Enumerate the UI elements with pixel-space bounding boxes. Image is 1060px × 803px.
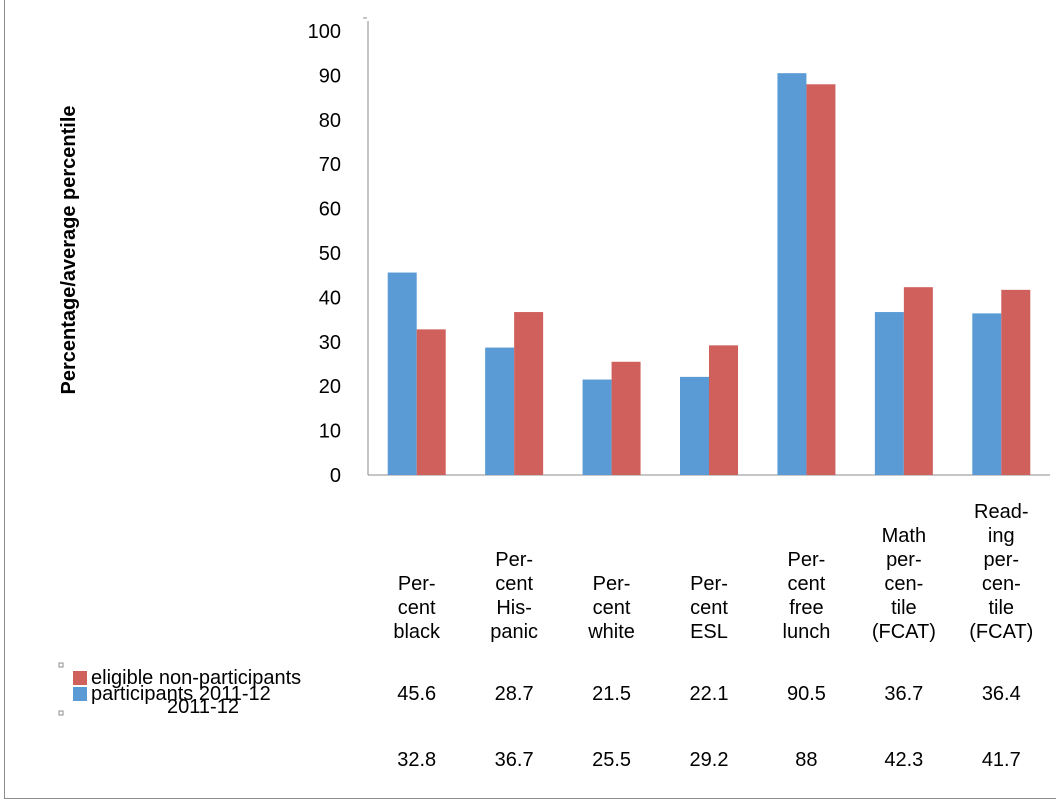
bar xyxy=(582,379,612,475)
y-tick-label: 10 xyxy=(319,421,341,443)
category-label-line: Per- xyxy=(593,573,631,595)
bar xyxy=(709,345,738,475)
y-tick-label: 30 xyxy=(319,332,341,354)
category-label-line: Per- xyxy=(788,549,826,571)
category-label-line: panic xyxy=(490,621,538,643)
category-label: Per-cent white xyxy=(587,573,635,643)
chart-frame xyxy=(4,0,1056,799)
category-label-line: Per- xyxy=(398,573,436,595)
category-label: Per-cent black xyxy=(393,573,441,643)
table-value: 25.5 xyxy=(592,749,631,771)
legend-label: participants 2011-12 xyxy=(91,683,271,705)
legend-label-line: eligible non-participants xyxy=(91,667,301,689)
category-label-line: His- xyxy=(496,597,532,619)
y-tick-label: 70 xyxy=(319,154,341,176)
table-value: 22.1 xyxy=(690,683,729,705)
category-label-line: white xyxy=(587,621,635,643)
category-label-line: (FCAT) xyxy=(872,621,936,643)
y-tick-label: 20 xyxy=(319,376,341,398)
bar xyxy=(972,313,1002,475)
table-marker xyxy=(58,662,64,668)
bar xyxy=(874,312,904,475)
category-label-line: black xyxy=(393,621,441,643)
bar xyxy=(514,312,544,475)
category-label-line: per- xyxy=(886,549,922,571)
y-tick-label: 100 xyxy=(308,21,341,43)
category-label-line: cen- xyxy=(982,573,1021,595)
category-label-line: Math xyxy=(882,525,926,547)
table-value: 28.7 xyxy=(495,683,534,705)
category-label-line: lunch xyxy=(783,621,831,643)
category-label: Per-cent ESL xyxy=(690,573,728,643)
table-value: 36.7 xyxy=(884,683,923,705)
table-marker xyxy=(58,710,64,716)
category-label-line: cent xyxy=(495,573,533,595)
bar xyxy=(416,329,446,475)
legend-label-line: participants 2011-12 xyxy=(91,683,271,705)
y-tick-label: 40 xyxy=(319,287,341,309)
table-value: 41.7 xyxy=(982,749,1021,771)
category-label-line: Read- xyxy=(974,501,1028,523)
table-value: 36.7 xyxy=(495,749,534,771)
table-value: 90.5 xyxy=(787,683,826,705)
category-label-line: cen- xyxy=(884,573,923,595)
table-value: 21.5 xyxy=(592,683,631,705)
bar xyxy=(1001,289,1031,475)
category-label-line: tile xyxy=(891,597,917,619)
legend-key xyxy=(73,687,87,701)
table-value: 42.3 xyxy=(884,749,923,771)
y-axis-title: Percentage/average percentile xyxy=(58,105,80,394)
category-label: Per-cent free lunch xyxy=(783,549,831,643)
y-tick-label: 50 xyxy=(319,243,341,265)
bar xyxy=(806,84,836,475)
legend-key xyxy=(73,671,87,685)
category-label-line: cent xyxy=(593,597,631,619)
category-label-line: Per- xyxy=(690,573,728,595)
category-label-line: cent xyxy=(788,573,826,595)
category-label: Per-cent His-panic xyxy=(490,549,538,643)
y-tick-label: 90 xyxy=(319,65,341,87)
bar xyxy=(611,361,641,475)
legend-label-line: 2011-12 xyxy=(167,696,239,718)
table-value: 32.8 xyxy=(397,749,436,771)
bar xyxy=(903,287,933,475)
category-label-line: ing xyxy=(988,525,1015,547)
bar xyxy=(387,272,417,475)
table-value: 45.6 xyxy=(397,683,436,705)
category-label-line: ESL xyxy=(690,621,728,643)
table-value: 29.2 xyxy=(690,749,729,771)
category-label: Math per-cen-tile (FCAT) xyxy=(872,525,936,643)
category-label-line: per- xyxy=(983,549,1019,571)
table-value: 88 xyxy=(795,749,817,771)
bar xyxy=(485,347,515,475)
category-label-line: cent xyxy=(690,597,728,619)
y-tick-label: 0 xyxy=(330,465,341,487)
category-label-line: Per- xyxy=(495,549,533,571)
category-label-line: cent xyxy=(398,597,436,619)
category-label-line: free xyxy=(789,597,823,619)
table-value: 36.4 xyxy=(982,683,1021,705)
bar xyxy=(680,376,709,475)
category-label-line: tile xyxy=(988,597,1014,619)
y-tick-label: 80 xyxy=(319,110,341,132)
category-label-line: (FCAT) xyxy=(969,621,1033,643)
y-tick-label: 60 xyxy=(319,199,341,221)
legend-label: eligible non-participants 2011-12 xyxy=(91,667,301,718)
category-label: Read-ing per-cen-tile (FCAT) xyxy=(969,501,1033,643)
bar xyxy=(777,73,807,476)
